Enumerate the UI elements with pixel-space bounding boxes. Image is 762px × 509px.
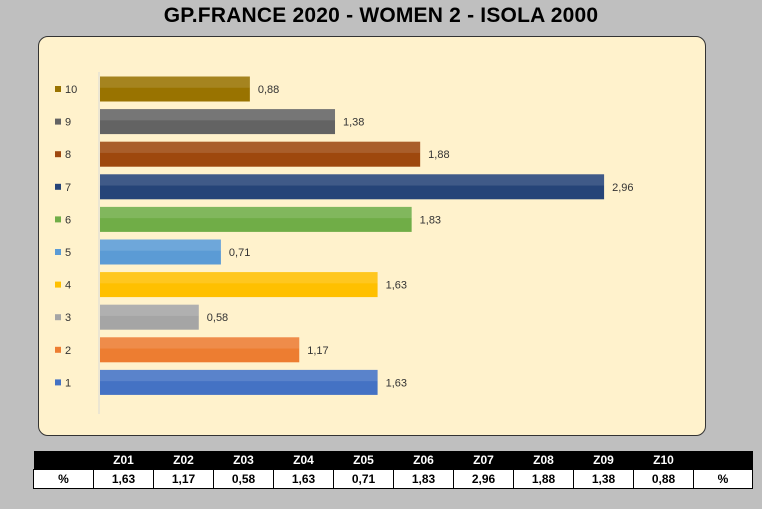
bar-1 <box>100 369 378 395</box>
table-header-cell: Z05 <box>333 451 394 470</box>
bar-10 <box>100 76 250 102</box>
legend-marker-8 <box>55 151 61 158</box>
table-value-cell: 1,63 <box>93 469 154 489</box>
data-label-7: 2,96 <box>612 182 633 194</box>
legend-label-9: 9 <box>65 117 71 129</box>
table-value-cell: 1,88 <box>513 469 574 489</box>
legend-label-5: 5 <box>65 247 71 259</box>
legend-marker-10 <box>55 86 61 92</box>
data-label-3: 0,58 <box>207 312 228 324</box>
legend-marker-5 <box>55 249 61 255</box>
legend-label-6: 6 <box>65 214 71 226</box>
bar-2 <box>100 337 300 363</box>
table-value-cell: 1,17 <box>153 469 214 489</box>
bar-highlight-8 <box>100 141 421 153</box>
bar-highlight-9 <box>100 109 336 121</box>
table-header-cell: Z02 <box>153 451 214 470</box>
table-value-cell: 1,38 <box>573 469 634 489</box>
legend-marker-7 <box>55 183 61 190</box>
data-label-4: 1,63 <box>386 280 407 292</box>
bar-9 <box>100 109 336 135</box>
table-header-cell: Z04 <box>273 451 334 470</box>
legend-label-4: 4 <box>65 280 71 292</box>
data-label-1: 1,63 <box>386 377 407 389</box>
bar-highlight-7 <box>100 174 605 186</box>
bar-4 <box>100 272 378 298</box>
values-table: Z01 Z02 Z03 Z04 Z05 Z06 Z07 Z08 Z09 Z10 % 1,63 1,17… <box>33 451 753 489</box>
table-value-cell: 2,96 <box>453 469 514 489</box>
data-label-9: 1,38 <box>343 117 364 129</box>
legend-label-7: 7 <box>65 182 71 194</box>
chart-title: GP.FRANCE 2020 - WOMEN 2 - ISOLA 2000 <box>163 4 599 27</box>
table-value-cell: % <box>693 469 753 489</box>
table-header-cell: Z07 <box>453 451 514 470</box>
bar-highlight-1 <box>100 369 378 382</box>
bar-highlight-4 <box>100 272 378 284</box>
chart-panel <box>38 36 706 436</box>
table-values-row: % 1,63 1,17 0,58 1,63 0,71 1,83 2,96 1,88 1,38 0,8… <box>33 469 753 489</box>
data-label-8: 1,88 <box>428 149 449 161</box>
bar-highlight-3 <box>100 304 199 316</box>
data-label-5: 0,71 <box>229 247 250 259</box>
table-header-cell: Z09 <box>573 451 634 470</box>
bar-highlight-6 <box>100 206 412 219</box>
table-header-cell: Z10 <box>633 451 694 470</box>
legend-label-2: 2 <box>65 345 71 357</box>
legend-marker-1 <box>55 379 61 386</box>
bar-highlight-5 <box>100 239 221 251</box>
table-header-cell <box>33 451 94 470</box>
legend-marker-3 <box>55 314 61 321</box>
table-header-cell: Z01 <box>93 451 154 470</box>
legend-marker-9 <box>55 118 61 125</box>
table-header-cell: Z08 <box>513 451 574 470</box>
bar-highlight-10 <box>100 76 250 88</box>
data-label-6: 1,83 <box>420 214 441 226</box>
table-header-cell: Z06 <box>393 451 454 470</box>
legend-label-10: 10 <box>65 84 77 96</box>
bar-5 <box>100 239 221 265</box>
legend-label-3: 3 <box>65 312 71 324</box>
table-value-cell: 0,88 <box>633 469 694 489</box>
table-value-cell: 0,71 <box>333 469 394 489</box>
bar-8 <box>100 141 421 167</box>
table-value-cell: % <box>33 469 94 489</box>
bar-7 <box>100 174 605 200</box>
table-header-cell: Z03 <box>213 451 274 470</box>
data-label-2: 1,17 <box>307 345 328 357</box>
table-header-cell <box>693 451 753 470</box>
legend-marker-2 <box>55 346 61 353</box>
bar-6 <box>100 206 412 232</box>
legend-marker-6 <box>55 216 61 223</box>
data-label-10: 0,88 <box>258 84 279 96</box>
bar-highlight-2 <box>100 337 300 349</box>
legend-label-8: 8 <box>65 149 71 161</box>
table-value-cell: 1,83 <box>393 469 454 489</box>
legend-marker-4 <box>55 281 61 288</box>
table-header-row: Z01 Z02 Z03 Z04 Z05 Z06 Z07 Z08 Z09 Z10 <box>33 451 753 470</box>
legend-label-1: 1 <box>65 377 71 389</box>
table-value-cell: 1,63 <box>273 469 334 489</box>
bar-3 <box>100 304 199 330</box>
table-value-cell: 0,58 <box>213 469 274 489</box>
